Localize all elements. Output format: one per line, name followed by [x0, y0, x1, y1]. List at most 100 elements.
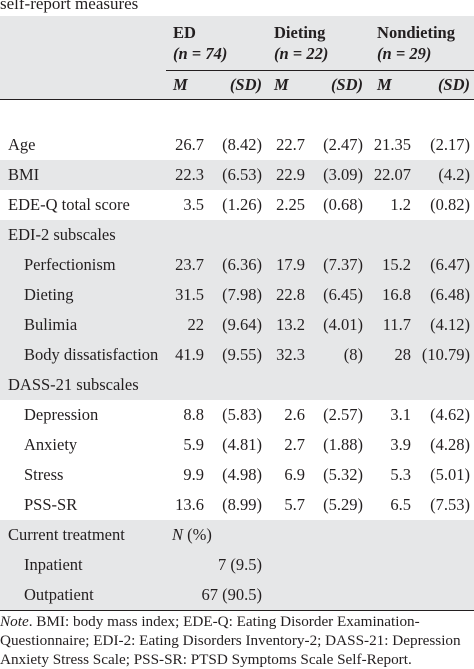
sd-cell: (6.48): [417, 280, 474, 310]
table-row: Age 26.7 (8.42) 22.7 (2.47) 21.35 (2.17): [0, 130, 474, 160]
sd-header: (SD): [311, 70, 368, 100]
sd-cell: (4.28): [430, 435, 471, 454]
mean-cell: 22.3: [166, 160, 210, 190]
mean-cell: 31.5: [166, 280, 210, 310]
table-body: Age 26.7 (8.42) 22.7 (2.47) 21.35 (2.17) BMI 22.…: [0, 130, 474, 611]
mean-cell: 28: [367, 340, 418, 370]
mean-cell: 26.7: [175, 135, 204, 154]
mean-cell: 2.7: [284, 435, 306, 454]
sd-cell: (4.62): [430, 405, 471, 424]
sd-cell: (1.88): [323, 435, 364, 454]
mean-cell: 21.35: [373, 135, 412, 154]
table-row: Current treatment N (%): [0, 520, 474, 550]
row-label: BMI: [0, 160, 166, 190]
sd-cell: (7.53): [430, 495, 471, 514]
sd-header: (SD): [417, 70, 474, 100]
sd-cell: (6.45): [311, 280, 368, 310]
mean-cell: 13.6: [175, 495, 204, 514]
mean-cell: 2.25: [276, 195, 306, 214]
mean-cell: 32.3: [266, 340, 312, 370]
mean-cell: 3.9: [390, 435, 412, 454]
row-label: Age: [8, 135, 36, 154]
n-percent-header: N (%): [166, 520, 267, 550]
mean-cell: 22.07: [367, 160, 418, 190]
mean-cell: 5.3: [390, 465, 412, 484]
sd-cell: (6.47): [417, 250, 474, 280]
group-n: (n = 22): [274, 44, 329, 63]
group-dieting-header: Dieting (n = 22): [266, 16, 368, 71]
sd-cell: (8.99): [222, 495, 263, 514]
table-row: Outpatient 67 (90.5): [0, 580, 474, 611]
table-row: EDE-Q total score 3.5 (1.26) 2.25 (0.68) 1.2 (…: [0, 190, 474, 220]
results-table-container: ED (n = 74) Dieting (n = 22) Nondieting …: [0, 16, 474, 641]
results-table: ED (n = 74) Dieting (n = 22) Nondieting …: [0, 16, 474, 641]
sd-cell: (4.01): [311, 310, 368, 340]
table-row: EDI-2 subscales: [0, 220, 474, 250]
row-label: DASS-21 subscales: [0, 370, 166, 400]
mean-cell: 11.7: [367, 310, 418, 340]
sd-cell: (6.53): [210, 160, 267, 190]
sd-cell: (2.57): [323, 405, 364, 424]
row-label: Body dissatisfaction: [0, 340, 166, 370]
sd-cell: (4.81): [222, 435, 263, 454]
group-name: Nondieting: [377, 23, 455, 42]
sd-cell: (9.55): [210, 340, 267, 370]
mean-cell: 23.7: [166, 250, 210, 280]
mean-cell: 22.8: [266, 280, 312, 310]
note-line: Questionnaire; EDI-2: Eating Disorders I…: [0, 632, 461, 649]
mean-cell: 3.1: [390, 405, 412, 424]
mean-cell: 17.9: [266, 250, 312, 280]
table-row: Anxiety 5.9 (4.81) 2.7 (1.88) 3.9 (4.28): [0, 430, 474, 460]
sd-cell: (3.09): [311, 160, 368, 190]
sd-cell: (0.68): [323, 195, 364, 214]
sd-cell: (6.36): [210, 250, 267, 280]
row-label: Dieting: [0, 280, 166, 310]
row-label: Anxiety: [24, 435, 78, 454]
row-label: Stress: [24, 465, 64, 484]
table-row: DASS-21 subscales: [0, 370, 474, 400]
table-row: Perfectionism 23.7 (6.36) 17.9 (7.37) 15.2 (6.…: [0, 250, 474, 280]
table-row: Dieting 31.5 (7.98) 22.8 (6.45) 16.8 (6.48): [0, 280, 474, 310]
sd-cell: (5.32): [323, 465, 364, 484]
mean-header: M: [166, 70, 210, 100]
sd-cell: (0.82): [430, 195, 471, 214]
group-ed-header: ED (n = 74): [166, 16, 267, 71]
group-name: Dieting: [274, 23, 326, 42]
note-line: Anxiety Stress Scale; PSS-SR: PTSD Sympt…: [0, 651, 412, 668]
group-n: (n = 29): [377, 44, 432, 63]
sd-cell: (4.98): [222, 465, 263, 484]
sd-cell: (8): [311, 340, 368, 370]
row-label: EDE-Q total score: [8, 195, 130, 214]
mean-cell: 2.6: [284, 405, 306, 424]
stat-header-row: M (SD) M (SD) M (SD): [0, 70, 474, 100]
table-row: PSS-SR 13.6 (8.99) 5.7 (5.29) 6.5 (7.53): [0, 490, 474, 520]
mean-cell: 22: [166, 310, 210, 340]
group-header-row: ED (n = 74) Dieting (n = 22) Nondieting …: [0, 16, 474, 71]
row-label: Depression: [24, 405, 99, 424]
sd-header: (SD): [210, 70, 267, 100]
sd-cell: (4.2): [417, 160, 474, 190]
mean-cell: 5.9: [183, 435, 204, 454]
sd-cell: (9.64): [210, 310, 267, 340]
mean-cell: 16.8: [367, 280, 418, 310]
mean-cell: 3.5: [183, 195, 204, 214]
mean-cell: 8.8: [183, 405, 204, 424]
count-cell: 67 (90.5): [166, 580, 267, 611]
group-name: ED: [173, 23, 196, 42]
group-nondieting-header: Nondieting (n = 29): [367, 16, 474, 71]
row-label: Current treatment: [0, 520, 166, 550]
note-text: . BMI: body mass index; EDE-Q: Eating Di…: [28, 613, 420, 630]
table-row: Inpatient 7 (9.5): [0, 550, 474, 580]
row-label: Inpatient: [0, 550, 166, 580]
table-note: Note. BMI: body mass index; EDE-Q: Eatin…: [0, 612, 474, 669]
row-label: Perfectionism: [0, 250, 166, 280]
mean-header: M: [266, 70, 312, 100]
mean-cell: 9.9: [183, 465, 204, 484]
note-line: Note. BMI: body mass index; EDE-Q: Eatin…: [0, 612, 474, 631]
sd-cell: (2.47): [323, 135, 364, 154]
table-row: Depression 8.8 (5.83) 2.6 (2.57) 3.1 (4.62): [0, 400, 474, 430]
sd-cell: (10.79): [417, 340, 474, 370]
sd-cell: (4.12): [417, 310, 474, 340]
mean-cell: 5.7: [284, 495, 306, 514]
sd-cell: (5.01): [430, 465, 471, 484]
